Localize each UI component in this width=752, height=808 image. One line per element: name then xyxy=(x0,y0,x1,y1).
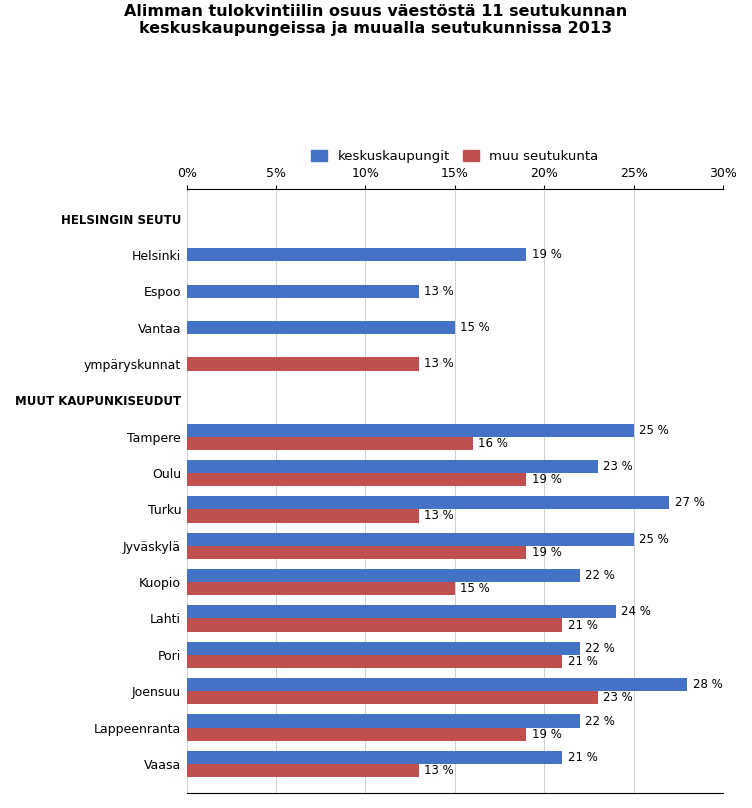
Bar xyxy=(186,284,419,298)
Text: 13 %: 13 % xyxy=(424,510,454,523)
Text: 16 %: 16 % xyxy=(478,437,508,450)
Bar xyxy=(186,618,562,632)
Bar xyxy=(186,654,562,668)
Text: 25 %: 25 % xyxy=(639,423,669,436)
Text: 21 %: 21 % xyxy=(568,655,597,668)
Text: 19 %: 19 % xyxy=(532,248,562,262)
Text: 15 %: 15 % xyxy=(460,321,490,335)
Bar xyxy=(186,436,473,450)
Text: 23 %: 23 % xyxy=(603,692,633,705)
Text: 19 %: 19 % xyxy=(532,473,562,486)
Bar xyxy=(186,751,562,764)
Text: 21 %: 21 % xyxy=(568,619,597,632)
Bar xyxy=(186,569,580,582)
Bar xyxy=(186,605,616,618)
Bar xyxy=(186,545,526,559)
Text: 25 %: 25 % xyxy=(639,532,669,545)
Text: 22 %: 22 % xyxy=(585,714,615,727)
Text: 24 %: 24 % xyxy=(621,605,651,618)
Bar xyxy=(186,691,598,705)
Legend: keskuskaupungit, muu seutukunta: keskuskaupungit, muu seutukunta xyxy=(306,145,604,168)
Bar xyxy=(186,473,526,486)
Text: 19 %: 19 % xyxy=(532,546,562,559)
Text: 22 %: 22 % xyxy=(585,569,615,582)
Bar xyxy=(186,248,526,262)
Bar xyxy=(186,678,687,691)
Text: Alimman tulokvintiilin osuus väestöstä 11 seutukunnan
keskuskaupungeissa ja muua: Alimman tulokvintiilin osuus väestöstä 1… xyxy=(124,4,628,36)
Text: 22 %: 22 % xyxy=(585,642,615,654)
Text: 13 %: 13 % xyxy=(424,284,454,298)
Text: 27 %: 27 % xyxy=(675,496,705,509)
Bar xyxy=(186,460,598,473)
Text: 28 %: 28 % xyxy=(693,678,723,691)
Bar xyxy=(186,423,634,436)
Text: 23 %: 23 % xyxy=(603,460,633,473)
Text: 13 %: 13 % xyxy=(424,357,454,371)
Bar xyxy=(186,357,419,371)
Bar xyxy=(186,509,419,523)
Bar xyxy=(186,727,526,741)
Bar xyxy=(186,764,419,777)
Text: 19 %: 19 % xyxy=(532,727,562,741)
Bar xyxy=(186,496,669,509)
Bar xyxy=(186,714,580,727)
Bar xyxy=(186,532,634,545)
Text: 21 %: 21 % xyxy=(568,751,597,764)
Text: 13 %: 13 % xyxy=(424,764,454,777)
Bar xyxy=(186,321,455,335)
Bar xyxy=(186,642,580,654)
Bar xyxy=(186,582,455,595)
Text: 15 %: 15 % xyxy=(460,583,490,595)
